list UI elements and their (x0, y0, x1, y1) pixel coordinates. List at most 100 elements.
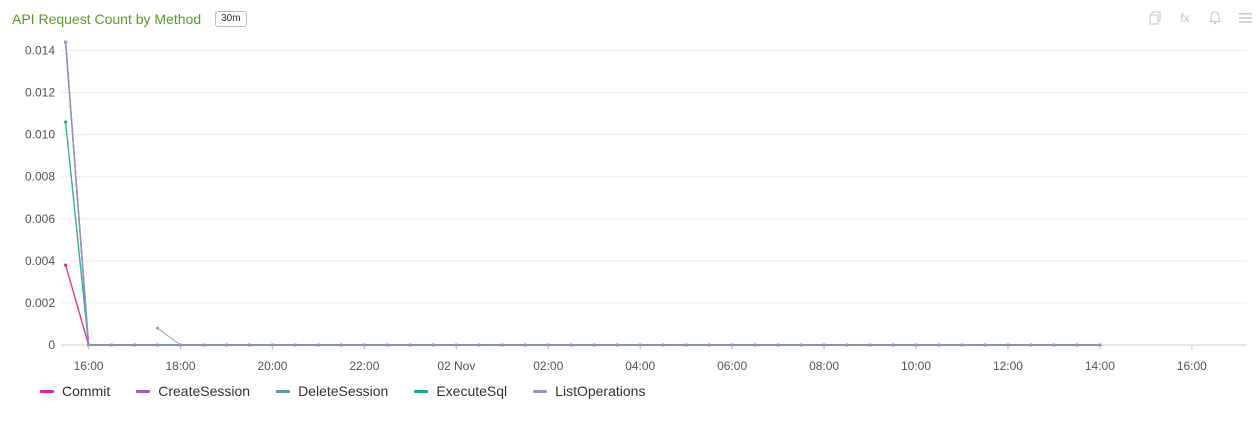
data-point-ListOperations (753, 343, 757, 347)
y-tick-label: 0.010 (25, 128, 55, 142)
chart-legend: Commit CreateSession DeleteSession ExecuteS… (40, 383, 645, 399)
legend-item-deletesession[interactable]: DeleteSession (276, 383, 388, 399)
legend-item-executesql[interactable]: ExecuteSql (414, 383, 507, 399)
data-point-ListOperations (546, 343, 550, 347)
chart-toolbar: fx (1147, 10, 1253, 26)
y-tick-label: 0.004 (25, 254, 55, 268)
data-point-ListOperations (87, 343, 91, 347)
data-point-ListOperations (776, 343, 780, 347)
data-point-ListOperations (156, 343, 160, 347)
x-tick-label: 16:00 (1177, 359, 1207, 373)
data-point-ListOperations (937, 343, 941, 347)
data-point-ListOperations (569, 343, 573, 347)
x-tick-label: 02 Nov (437, 359, 475, 373)
legend-swatch (136, 389, 151, 393)
data-point-ListOperations (1029, 343, 1033, 347)
data-point-ListOperations (362, 343, 366, 347)
x-tick-label: 16:00 (74, 359, 104, 373)
legend-item-commit[interactable]: Commit (40, 383, 110, 399)
data-point-ListOperations (385, 343, 389, 347)
chart-title: API Request Count by Method (12, 11, 202, 27)
legend-swatch (276, 389, 291, 393)
data-point-ListOperations (339, 343, 343, 347)
data-point-ListOperations (983, 343, 987, 347)
data-point-ListOperations (270, 343, 274, 347)
series-segment-ListOperations (157, 327, 181, 346)
x-tick-label: 08:00 (809, 359, 839, 373)
legend-label: DeleteSession (298, 383, 389, 399)
data-point-ListOperations (293, 343, 297, 347)
y-tick-label: 0.008 (25, 170, 55, 184)
data-point-ListOperations (454, 343, 458, 347)
legend-label: ListOperations (555, 383, 646, 399)
legend-swatch (414, 389, 429, 393)
x-tick-label: 14:00 (1085, 359, 1115, 373)
legend-label: Commit (62, 383, 111, 399)
data-point-ListOperations (110, 343, 114, 347)
data-point-ListOperations (661, 343, 665, 347)
fx-icon[interactable]: fx (1180, 11, 1190, 25)
data-point-ListOperations (592, 343, 596, 347)
data-point-ListOperations (1075, 343, 1079, 347)
x-tick-label: 18:00 (166, 359, 196, 373)
copy-icon[interactable] (1147, 10, 1163, 26)
data-point-ListOperations (1098, 343, 1102, 347)
data-point-ListOperations (707, 343, 711, 347)
series-line-ExecuteSql (64, 121, 1100, 346)
legend-item-createsession[interactable]: CreateSession (136, 383, 250, 399)
legend-swatch (40, 389, 54, 393)
y-tick-label: 0.014 (25, 44, 55, 58)
time-range-badge[interactable]: 30m (215, 11, 247, 27)
data-point-ListOperations (224, 343, 228, 347)
data-point-ListOperations (638, 343, 642, 347)
x-tick-label: 20:00 (257, 359, 287, 373)
menu-icon[interactable] (1237, 10, 1253, 26)
legend-label: CreateSession (158, 383, 251, 399)
data-point-ListOperations (914, 343, 918, 347)
data-point-ListOperations (63, 40, 68, 44)
data-point-ListOperations (684, 343, 688, 347)
data-point-Commit (63, 263, 68, 267)
data-point-ListOperations (523, 343, 527, 347)
data-point-ListOperations (730, 343, 734, 347)
series-line-CreateSession (64, 42, 1100, 346)
data-point-ListOperations (868, 343, 872, 347)
data-point-ListOperations (431, 343, 435, 347)
data-point-ListOperations (1006, 343, 1010, 347)
data-point-ListOperations (202, 343, 206, 347)
data-point-ListOperations (133, 343, 137, 347)
data-point-ListOperations (477, 343, 481, 347)
y-tick-label: 0.002 (25, 296, 55, 310)
data-point-ListOperations (822, 343, 826, 347)
data-point-ListOperations (408, 343, 412, 347)
data-point-ListOperations (179, 343, 183, 347)
data-point-ListOperations (500, 343, 504, 347)
data-point-ListOperations (615, 343, 619, 347)
chart-header: API Request Count by Method 30m (12, 8, 247, 30)
series-line-Commit (64, 264, 1100, 346)
x-tick-label: 22:00 (349, 359, 379, 373)
x-tick-label: 04:00 (625, 359, 655, 373)
data-point-ExecuteSql (63, 120, 68, 124)
legend-label: ExecuteSql (436, 383, 508, 399)
data-point-ListOperations (316, 343, 320, 347)
x-tick-label: 02:00 (533, 359, 563, 373)
bell-icon[interactable] (1207, 10, 1223, 26)
x-tick-label: 12:00 (993, 359, 1023, 373)
legend-swatch (533, 389, 548, 393)
line-chart: 0 0.002 0.004 0.006 0.008 0.010 0.012 0.014 16:0… (25, 40, 1247, 373)
data-point-ListOperations (1052, 343, 1056, 347)
series-line-ListOperations (64, 42, 1100, 346)
data-point-ListOperations (247, 343, 251, 347)
data-point-ListOperations (799, 343, 803, 347)
data-point-ListOperations (891, 343, 895, 347)
y-tick-label: 0 (48, 338, 55, 352)
series-line-DeleteSession (64, 42, 1100, 346)
legend-item-listoperations[interactable]: ListOperations (533, 383, 645, 399)
y-tick-label: 0.012 (25, 86, 55, 100)
x-tick-label: 06:00 (717, 359, 747, 373)
y-tick-label: 0.006 (25, 212, 55, 226)
data-point-ListOperations (156, 326, 160, 330)
x-tick-label: 10:00 (901, 359, 931, 373)
data-point-ListOperations (960, 343, 964, 347)
